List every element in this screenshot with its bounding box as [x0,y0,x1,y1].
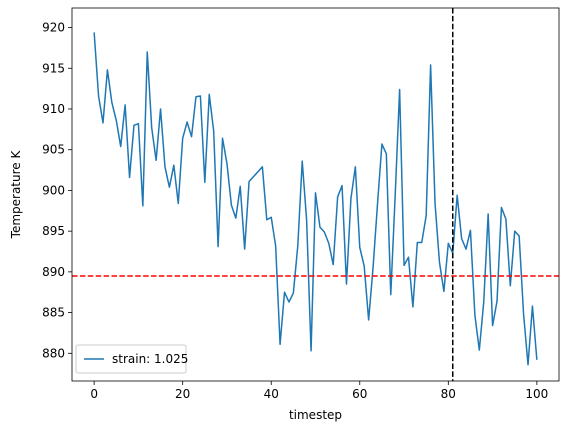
x-tick-label: 60 [352,387,367,401]
y-axis-ticks: 880 885 890 895 900 905 910 915 920 [42,21,72,360]
y-tick-label: 890 [42,265,65,279]
y-tick-label: 900 [42,183,65,197]
x-tick-label: 40 [264,387,279,401]
y-tick-label: 905 [42,143,65,157]
reference-lines [72,8,559,381]
x-axis-label: timestep [289,408,342,422]
y-tick-label: 915 [42,61,65,75]
series-lines [93,32,538,366]
x-tick-label: 20 [175,387,190,401]
plot-area [72,8,559,381]
series-line-0 [93,32,538,366]
y-tick-label: 885 [42,306,65,320]
x-tick-label: 80 [441,387,456,401]
legend-box [75,344,187,374]
plot-frame [71,7,560,382]
y-tick-label: 895 [42,224,65,238]
y-axis-label: Temperature K [9,150,23,240]
legend-label: strain: 1.025 [112,352,188,366]
x-tick-label: 100 [525,387,548,401]
x-axis-ticks: 0 20 40 60 80 100 [90,381,548,401]
y-tick-label: 910 [42,102,65,116]
y-tick-label: 920 [42,21,65,35]
legend: strain: 1.025 [75,344,188,374]
x-tick-label: 0 [90,387,98,401]
y-tick-label: 880 [42,346,65,360]
